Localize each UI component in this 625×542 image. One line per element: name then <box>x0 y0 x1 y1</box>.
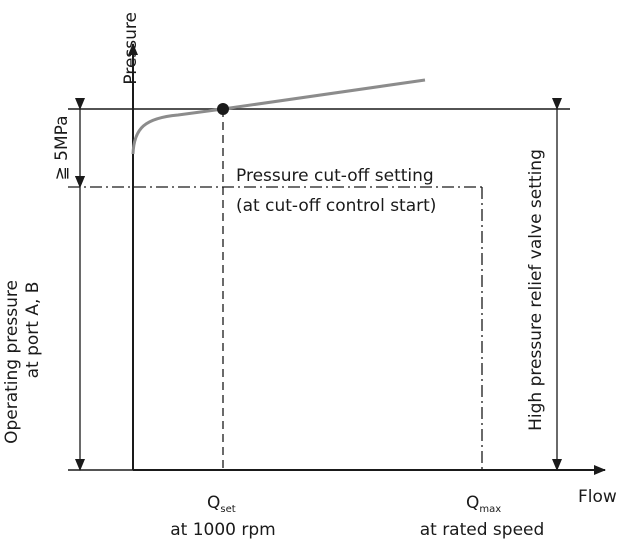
q-max-note: at rated speed <box>420 520 545 540</box>
operating-pressure-label-1: Operating pressure <box>2 280 22 444</box>
operating-point <box>217 103 229 115</box>
relief-setting-label: High pressure relief valve setting <box>526 149 546 431</box>
q-max-label: Qmax <box>466 493 501 515</box>
cutoff-label-2: (at cut-off control start) <box>236 196 436 216</box>
x-axis-label: Flow <box>578 487 617 507</box>
pressure-curve <box>131 78 426 155</box>
cutoff-label-1: Pressure cut-off setting <box>236 166 434 186</box>
min-diff-label: ≧ 5MPa <box>52 115 72 180</box>
y-axis-label: Pressure <box>121 12 141 85</box>
q-set-note: at 1000 rpm <box>170 520 276 540</box>
q-set-label: Qset <box>207 493 236 515</box>
operating-pressure-label-2: at port A, B <box>23 282 43 379</box>
